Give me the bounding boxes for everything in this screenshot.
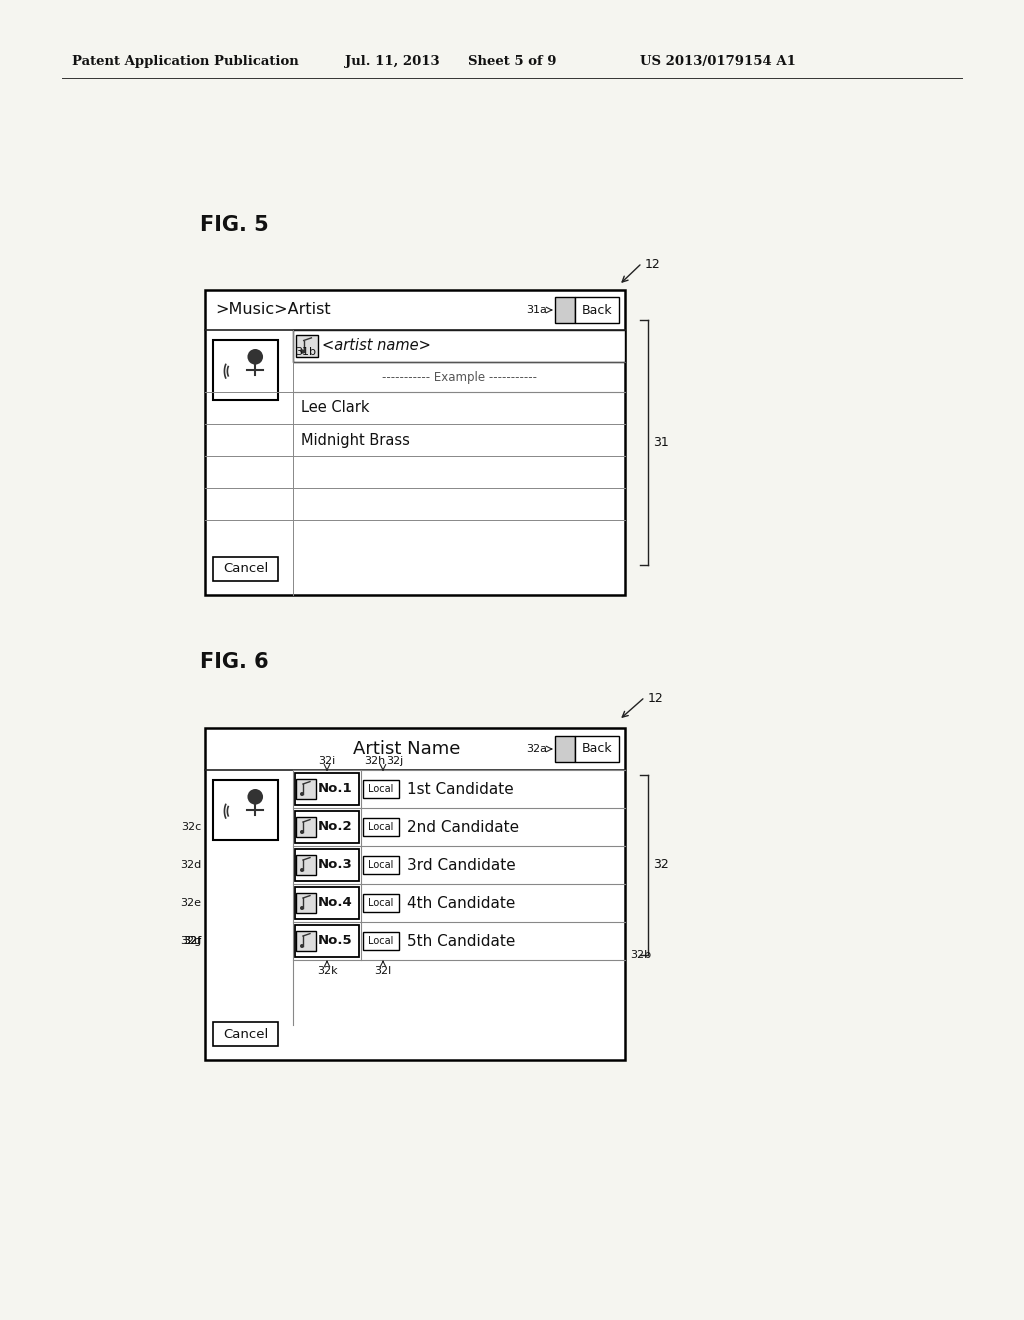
Bar xyxy=(295,810,359,843)
Text: Sheet 5 of 9: Sheet 5 of 9 xyxy=(468,55,556,69)
Bar xyxy=(205,290,625,595)
Text: 32g: 32g xyxy=(180,936,201,946)
Text: Local: Local xyxy=(369,898,393,908)
Text: No.1: No.1 xyxy=(318,783,352,796)
Text: >Music>Artist: >Music>Artist xyxy=(215,302,331,318)
Bar xyxy=(362,894,399,912)
Text: 32i: 32i xyxy=(318,756,336,766)
Text: 32b: 32b xyxy=(630,950,651,960)
Text: 4th Candidate: 4th Candidate xyxy=(407,895,515,911)
Bar xyxy=(213,557,278,581)
Text: 32l: 32l xyxy=(375,966,391,975)
Bar xyxy=(295,849,359,880)
Text: 5th Candidate: 5th Candidate xyxy=(407,933,515,949)
Text: 32d: 32d xyxy=(180,861,201,870)
Text: No.5: No.5 xyxy=(318,935,352,948)
Text: 32j: 32j xyxy=(386,756,403,766)
Bar xyxy=(362,818,399,836)
Bar xyxy=(362,932,399,950)
Bar xyxy=(205,729,625,1060)
Text: 3rd Candidate: 3rd Candidate xyxy=(407,858,516,873)
Text: US 2013/0179154 A1: US 2013/0179154 A1 xyxy=(640,55,796,69)
Text: Local: Local xyxy=(369,936,393,946)
Text: Cancel: Cancel xyxy=(223,1027,268,1040)
Text: 32a: 32a xyxy=(526,744,547,754)
Text: 31b: 31b xyxy=(295,347,316,356)
Bar xyxy=(362,855,399,874)
Text: 32k: 32k xyxy=(316,966,337,975)
Text: Local: Local xyxy=(369,822,393,832)
Bar xyxy=(555,737,575,762)
Circle shape xyxy=(300,869,304,873)
Bar xyxy=(213,780,278,840)
Bar xyxy=(295,925,359,957)
Text: No.3: No.3 xyxy=(318,858,352,871)
Bar xyxy=(362,780,399,799)
Text: 32e: 32e xyxy=(180,898,201,908)
Text: Back: Back xyxy=(582,742,612,755)
Bar xyxy=(293,330,625,362)
Text: No.4: No.4 xyxy=(318,896,352,909)
Text: FIG. 5: FIG. 5 xyxy=(200,215,268,235)
Text: 32f: 32f xyxy=(183,936,201,946)
Text: Artist Name: Artist Name xyxy=(353,741,460,758)
Text: Patent Application Publication: Patent Application Publication xyxy=(72,55,299,69)
Text: 32h: 32h xyxy=(365,756,386,766)
Bar xyxy=(295,774,359,805)
Bar xyxy=(296,931,316,950)
Text: Midnight Brass: Midnight Brass xyxy=(301,433,410,447)
Circle shape xyxy=(300,792,304,796)
Text: 12: 12 xyxy=(645,259,660,272)
Circle shape xyxy=(248,789,263,805)
Bar xyxy=(295,887,359,919)
Text: ----------- Example -----------: ----------- Example ----------- xyxy=(382,371,537,384)
Text: Jul. 11, 2013: Jul. 11, 2013 xyxy=(345,55,439,69)
Text: No.2: No.2 xyxy=(318,821,352,833)
Circle shape xyxy=(300,944,304,948)
Bar xyxy=(296,894,316,913)
Text: Cancel: Cancel xyxy=(223,562,268,576)
Text: 31a: 31a xyxy=(526,305,547,315)
Text: Local: Local xyxy=(369,784,393,795)
Text: Lee Clark: Lee Clark xyxy=(301,400,370,416)
Text: 2nd Candidate: 2nd Candidate xyxy=(407,820,519,834)
Bar xyxy=(296,817,316,837)
Bar xyxy=(575,737,618,762)
Text: 32f: 32f xyxy=(183,936,201,946)
Text: Back: Back xyxy=(582,304,612,317)
Circle shape xyxy=(300,906,304,909)
Text: Local: Local xyxy=(369,861,393,870)
Bar xyxy=(213,341,278,400)
Bar xyxy=(296,335,318,356)
Bar xyxy=(296,855,316,875)
Text: <artist name>: <artist name> xyxy=(322,338,431,354)
Text: 32: 32 xyxy=(653,858,669,871)
Bar xyxy=(555,297,575,323)
Text: FIG. 6: FIG. 6 xyxy=(200,652,268,672)
Circle shape xyxy=(248,348,263,364)
Circle shape xyxy=(300,350,305,354)
Bar xyxy=(575,297,618,323)
Text: 1st Candidate: 1st Candidate xyxy=(407,781,514,796)
Bar xyxy=(296,779,316,799)
Text: 32c: 32c xyxy=(181,822,201,832)
Circle shape xyxy=(300,830,304,834)
Text: 12: 12 xyxy=(648,693,664,705)
Bar xyxy=(213,1022,278,1045)
Text: 31: 31 xyxy=(653,436,669,449)
